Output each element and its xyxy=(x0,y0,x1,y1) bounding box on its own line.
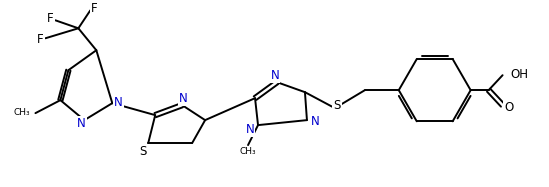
Text: N: N xyxy=(271,69,279,82)
Text: F: F xyxy=(91,2,98,15)
Text: O: O xyxy=(504,101,513,114)
Text: CH₃: CH₃ xyxy=(14,108,30,117)
Text: N: N xyxy=(114,96,122,109)
Text: OH: OH xyxy=(511,68,529,81)
Text: F: F xyxy=(47,12,54,25)
Text: N: N xyxy=(179,92,188,105)
Text: S: S xyxy=(139,145,147,158)
Text: N: N xyxy=(77,117,86,130)
Text: S: S xyxy=(333,99,340,112)
Text: F: F xyxy=(37,33,44,46)
Text: CH₃: CH₃ xyxy=(240,147,256,156)
Text: N: N xyxy=(245,123,254,136)
Text: N: N xyxy=(311,115,320,128)
